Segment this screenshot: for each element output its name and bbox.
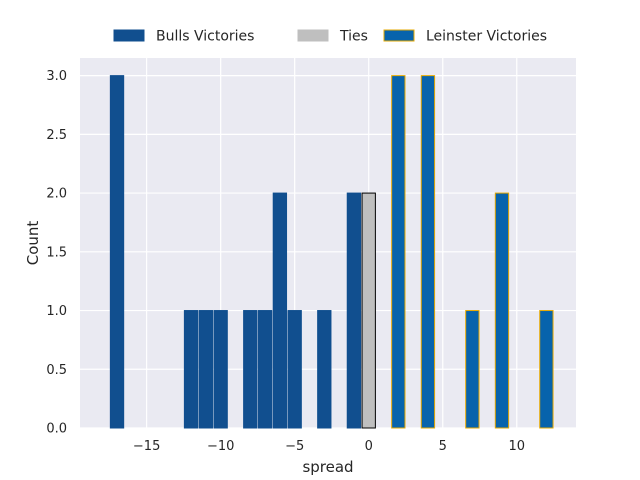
legend-swatch-leinster-victories: [383, 29, 415, 42]
legend-swatch-bulls-victories: [113, 29, 145, 42]
x-tick-label: −15: [133, 439, 160, 454]
y-tick-label: 0.5: [46, 363, 67, 378]
bar-bulls-victories: [109, 75, 125, 429]
y-tick-label: 1.0: [46, 304, 67, 319]
bar-bulls-victories: [183, 310, 199, 429]
y-tick-labels: 0.0 0.5 1.0 1.5 2.0 2.5 3.0: [46, 69, 67, 436]
y-tick-label: 3.0: [46, 69, 67, 84]
x-tick-labels: −15 −10 −5 0 5 10: [133, 439, 525, 454]
bar-leinster-victories: [494, 192, 510, 429]
legend-label-ties: Ties: [339, 29, 368, 45]
x-tick-label: 0: [365, 439, 373, 454]
bar-bulls-victories: [198, 310, 214, 429]
grid-lines: [80, 58, 576, 429]
bar-leinster-victories: [420, 75, 436, 429]
y-tick-label: 0.0: [46, 422, 67, 437]
bar-leinster-victories: [391, 75, 406, 429]
y-tick-label: 2.5: [46, 128, 67, 143]
legend-label-bulls-victories: Bulls Victories: [156, 29, 254, 45]
bar-bulls-victories: [243, 310, 258, 429]
bar-bulls-victories: [272, 192, 288, 429]
legend: Bulls Victories Ties Leinster Victories: [113, 29, 547, 45]
bar-bulls-victories: [213, 310, 228, 429]
x-tick-label: 10: [509, 439, 526, 454]
bar-leinster-victories: [539, 310, 554, 429]
bar-bulls-victories: [346, 192, 362, 429]
y-tick-label: 2.0: [46, 187, 67, 202]
bar-bulls-victories: [317, 310, 332, 429]
x-tick-label: −10: [207, 439, 234, 454]
bar-leinster-victories: [465, 310, 480, 429]
y-tick-label: 1.5: [46, 245, 67, 260]
bar-bulls-victories: [287, 310, 302, 429]
x-tick-label: 5: [439, 439, 447, 454]
legend-swatch-ties: [297, 29, 329, 42]
bar-bulls-victories: [257, 310, 273, 429]
bar-ties: [361, 192, 376, 429]
bars-group: [109, 75, 554, 429]
legend-label-leinster-victories: Leinster Victories: [426, 29, 547, 45]
x-tick-label: −5: [285, 439, 304, 454]
y-axis-label: Count: [24, 221, 42, 266]
x-axis-label: spread: [302, 458, 353, 476]
